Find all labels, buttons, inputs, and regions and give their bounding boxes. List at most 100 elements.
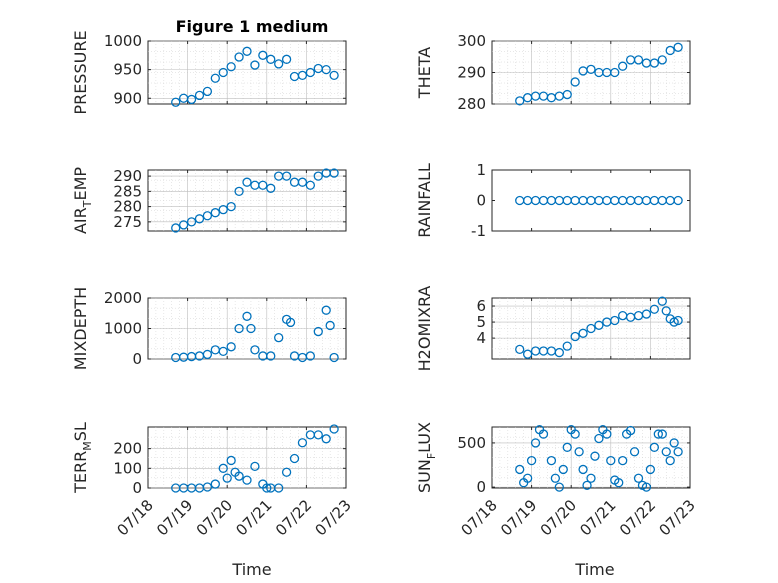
data-point (570, 77, 580, 87)
y-axis-label: AIRTEMP (71, 167, 94, 234)
data-point (297, 177, 308, 187)
data-point (602, 429, 612, 439)
data-point (641, 482, 652, 492)
data-point (281, 467, 292, 477)
data-point (202, 482, 213, 492)
data-point (266, 351, 276, 361)
x-tick-label: 07/22 (272, 496, 315, 539)
y-tick-label: 2000 (104, 289, 142, 307)
data-point (226, 342, 236, 352)
y-tick-label: 100 (113, 459, 142, 477)
data-point (274, 59, 284, 69)
y-tick-label: 1000 (104, 32, 142, 50)
data-point (226, 62, 236, 72)
data-point (649, 58, 660, 68)
data-point (574, 447, 584, 457)
data-point (562, 89, 572, 100)
data-point (218, 463, 228, 473)
data-point (629, 447, 640, 457)
subplot-mixdepth: 0 1000 2000 MIXDEPTH (71, 287, 347, 370)
data-point (246, 323, 256, 334)
y-tick-label: 900 (113, 89, 142, 107)
data-point (673, 195, 683, 206)
data-point (522, 473, 533, 483)
data-point (558, 464, 568, 475)
data-point (657, 296, 667, 306)
data-point (554, 482, 564, 492)
data-point (645, 464, 656, 475)
x-tick-label: 07/20 (537, 496, 580, 539)
data-point (210, 73, 220, 83)
data-point (661, 306, 671, 316)
y-tick-label: 0 (476, 478, 486, 496)
y-tick-label: 5 (476, 313, 486, 331)
data-point (242, 177, 252, 187)
data-point (258, 50, 268, 60)
data-point (171, 223, 181, 233)
data-point (625, 425, 636, 436)
data-point (297, 438, 308, 448)
y-tick-label: 290 (457, 64, 486, 82)
data-point (178, 220, 189, 230)
data-point (614, 478, 624, 488)
data-point (530, 438, 541, 448)
y-tick-label: 500 (457, 434, 486, 452)
data-point (657, 429, 667, 439)
data-point (210, 479, 220, 489)
data-point (325, 320, 335, 331)
data-point (610, 67, 620, 78)
data-point (305, 67, 316, 78)
data-point (305, 351, 316, 361)
subplot-h2omixra: 456 H2OMIXRA (415, 286, 691, 371)
x-tick-label: 07/22 (616, 496, 659, 539)
data-point (202, 211, 213, 221)
data-point (665, 455, 675, 466)
data-point (266, 183, 276, 193)
data-point (673, 315, 683, 326)
data-point (194, 90, 205, 101)
data-point (305, 180, 316, 190)
data-point (222, 473, 232, 483)
data-point (649, 442, 660, 452)
data-point (202, 349, 213, 360)
data-point (329, 70, 339, 81)
x-tick-label: 07/23 (312, 496, 355, 539)
data-point (515, 344, 525, 355)
data-point (242, 475, 252, 485)
data-point (258, 180, 268, 190)
data-point (515, 96, 525, 106)
y-tick-label: 4 (476, 329, 486, 347)
y-tick-label: 0 (132, 350, 142, 368)
y-tick-label: 6 (476, 297, 486, 315)
data-point (515, 464, 525, 475)
data-point (586, 323, 596, 334)
data-point (194, 214, 205, 224)
data-point (594, 433, 604, 444)
figure-title: Figure 1 medium (176, 17, 329, 36)
data-point (578, 464, 588, 475)
data-point (297, 70, 308, 81)
y-tick-label: 0 (476, 192, 486, 210)
data-point (606, 455, 616, 466)
y-tick-label: 285 (113, 182, 142, 200)
data-point (242, 311, 252, 321)
subplot-pressure: 900 950 1000 PRESSURE (71, 30, 347, 115)
data-point (234, 323, 244, 334)
y-tick-label: 280 (457, 95, 486, 113)
data-point (321, 305, 331, 315)
data-point (653, 429, 663, 439)
y-tick-label: 200 (113, 440, 142, 458)
data-point (202, 86, 213, 97)
data-point (250, 60, 260, 70)
data-point (633, 473, 644, 483)
y-tick-label: 300 (457, 32, 486, 50)
data-point (313, 430, 323, 440)
data-point (234, 471, 244, 481)
data-point (281, 54, 292, 64)
data-point (242, 46, 252, 56)
data-point (649, 304, 660, 314)
x-axis-label-left: Time (231, 560, 271, 579)
y-axis-label: MIXDEPTH (71, 287, 90, 370)
